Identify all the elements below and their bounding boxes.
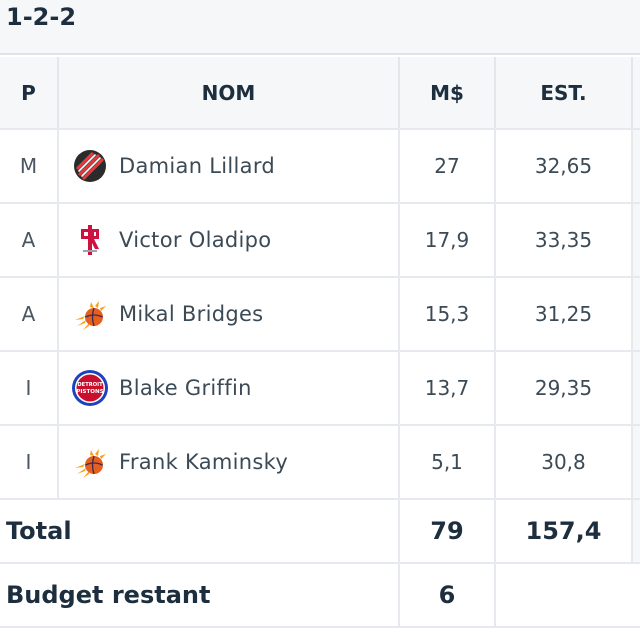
total-estimate: 157,4 xyxy=(495,499,633,564)
formation-title: 1-2-2 xyxy=(6,3,77,31)
phoenix-suns-logo-icon xyxy=(71,295,109,333)
table-row[interactable]: M xyxy=(0,129,640,204)
title-bar: 1-2-2 xyxy=(0,0,640,55)
player-name[interactable]: Victor Oladipo xyxy=(119,228,272,252)
table-row[interactable]: A Victor Oladipo 17,9 3 xyxy=(0,203,640,278)
budget-value: 6 xyxy=(399,563,496,628)
row-extra-cell xyxy=(632,499,640,564)
column-header-estimate[interactable]: EST. xyxy=(495,57,633,130)
budget-empty-cell xyxy=(495,563,640,628)
player-salary: 15,3 xyxy=(399,277,496,352)
total-salary: 79 xyxy=(399,499,496,564)
player-name[interactable]: Blake Griffin xyxy=(119,376,252,400)
pistons-logo-text-top: DETROIT xyxy=(77,382,103,388)
player-salary: 17,9 xyxy=(399,203,496,278)
player-position: I xyxy=(0,425,59,500)
lineup-table: P NOM M$ EST. M xyxy=(0,57,640,628)
table-row[interactable]: A xyxy=(0,277,640,352)
player-position: A xyxy=(0,277,59,352)
player-estimate: 30,8 xyxy=(495,425,633,500)
player-name[interactable]: Damian Lillard xyxy=(119,154,276,178)
player-position: M xyxy=(0,129,59,204)
budget-row: Budget restant 6 xyxy=(0,563,640,628)
column-header-salary[interactable]: M$ xyxy=(399,57,496,130)
row-extra-cell xyxy=(632,351,640,426)
table-header-row: P NOM M$ EST. xyxy=(0,57,640,130)
portland-trail-blazers-logo-icon xyxy=(71,147,109,185)
player-estimate: 33,35 xyxy=(495,203,633,278)
player-salary: 13,7 xyxy=(399,351,496,426)
detroit-pistons-logo-icon: DETROIT PISTONS xyxy=(71,369,109,407)
total-label: Total xyxy=(0,499,400,564)
table-row[interactable]: I DETROIT PISTONS Blake Griffin xyxy=(0,351,640,426)
player-name-cell: Victor Oladipo xyxy=(58,203,400,278)
row-extra-cell xyxy=(632,277,640,352)
player-estimate: 31,25 xyxy=(495,277,633,352)
player-position: A xyxy=(0,203,59,278)
player-name-cell: DETROIT PISTONS Blake Griffin xyxy=(58,351,400,426)
player-name-cell: Frank Kaminsky xyxy=(58,425,400,500)
player-name[interactable]: Frank Kaminsky xyxy=(119,450,289,474)
table-row[interactable]: I xyxy=(0,425,640,500)
total-row: Total 79 157,4 xyxy=(0,499,640,564)
player-estimate: 29,35 xyxy=(495,351,633,426)
player-estimate: 32,65 xyxy=(495,129,633,204)
row-extra-cell xyxy=(632,129,640,204)
player-name-cell: Damian Lillard xyxy=(58,129,400,204)
player-name[interactable]: Mikal Bridges xyxy=(119,302,264,326)
pistons-logo-text-bottom: PISTONS xyxy=(76,389,104,395)
column-header-position[interactable]: P xyxy=(0,57,59,130)
column-header-extra xyxy=(632,57,640,130)
player-salary: 27 xyxy=(399,129,496,204)
row-extra-cell xyxy=(632,203,640,278)
row-extra-cell xyxy=(632,425,640,500)
player-name-cell: Mikal Bridges xyxy=(58,277,400,352)
player-position: I xyxy=(0,351,59,426)
houston-rockets-logo-icon xyxy=(71,221,109,259)
player-salary: 5,1 xyxy=(399,425,496,500)
phoenix-suns-logo-icon xyxy=(71,443,109,481)
column-header-name[interactable]: NOM xyxy=(58,57,400,130)
budget-label: Budget restant xyxy=(0,563,400,628)
